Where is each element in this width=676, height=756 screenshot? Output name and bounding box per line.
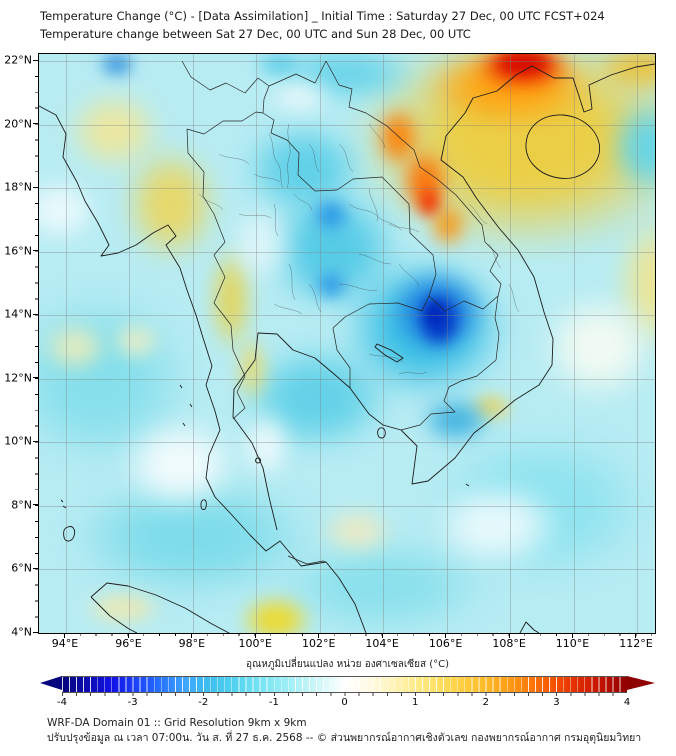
colorbar-tick-label: 3 bbox=[553, 697, 560, 708]
latitude-tick-label: 14°N bbox=[4, 307, 32, 321]
longitude-tick-label: 100°E bbox=[238, 637, 272, 650]
latitude-tick-label: 16°N bbox=[4, 244, 32, 258]
longitude-tick-label: 102°E bbox=[301, 637, 336, 650]
latitude-tick-label: 20°N bbox=[4, 117, 32, 131]
colorbar-tick-label: 4 bbox=[623, 697, 631, 708]
latitude-axis-labels: 22°N 20°N 18°N 16°N 14°N 12°N 10°N 8°N 6°N 4°N bbox=[0, 53, 34, 639]
latitude-tick-label: 8°N bbox=[11, 498, 32, 512]
longitude-tick-label: 96°E bbox=[115, 637, 142, 650]
colorbar-tick-label: -2 bbox=[198, 697, 209, 708]
latitude-tick-label: 6°N bbox=[11, 561, 32, 575]
colorbar bbox=[40, 676, 655, 693]
latitude-tick-label: 12°N bbox=[4, 371, 32, 385]
latitude-minor-ticks bbox=[35, 53, 38, 632]
longitude-tick-label: 106°E bbox=[428, 637, 463, 650]
colorbar-title: อุณหภูมิเปลี่ยนแปลง หน่วย องศาเซลเซียส (… bbox=[245, 659, 450, 670]
colorbar-tick-label: -3 bbox=[127, 697, 138, 708]
longitude-tick-label: 110°E bbox=[555, 637, 590, 650]
colorbar-gradient bbox=[62, 676, 627, 693]
longitude-minor-ticks bbox=[38, 633, 654, 636]
longitude-tick-label: 112°E bbox=[619, 637, 653, 650]
colorbar-tick-label: 2 bbox=[482, 697, 489, 708]
colorbar-minor-ticks bbox=[62, 691, 627, 696]
longitude-tick-label: 98°E bbox=[178, 637, 206, 650]
map-title: Temperature Change (°C) - [Data Assimila… bbox=[40, 9, 605, 23]
footer-block: WRF-DA Domain 01 :: Grid Resolution 9km … bbox=[47, 716, 641, 745]
colorbar-tick-label: -4 bbox=[57, 697, 67, 708]
colorbar-tick-labels: -4 -3 -2 -1 0 1 2 3 4 bbox=[57, 697, 631, 709]
longitude-tick-label: 108°E bbox=[492, 637, 526, 650]
longitude-axis-labels: 94°E 96°E 98°E 100°E 102°E 104°E 106°E 108°E 110… bbox=[38, 637, 654, 651]
map-plot bbox=[38, 53, 656, 634]
map-subtitle: Temperature change between Sat 27 Dec, 0… bbox=[40, 27, 471, 41]
colorbar-tick-label: 0 bbox=[341, 697, 348, 708]
province-borders bbox=[198, 123, 520, 375]
longitude-tick-label: 104°E bbox=[365, 637, 399, 650]
longitude-tick-label: 94°E bbox=[51, 637, 79, 650]
colorbar-right-arrow bbox=[627, 676, 655, 690]
map-borders bbox=[39, 60, 655, 633]
latitude-tick-label: 10°N bbox=[4, 434, 32, 448]
latitude-tick-label: 18°N bbox=[4, 180, 32, 194]
colorbar-left-arrow bbox=[40, 676, 62, 690]
colorbar-tick-label: -1 bbox=[268, 697, 279, 708]
title-block: Temperature Change (°C) - [Data Assimila… bbox=[40, 7, 605, 43]
colorbar-tick-label: 1 bbox=[411, 697, 419, 708]
latitude-tick-label: 22°N bbox=[4, 53, 32, 67]
country-borders bbox=[181, 60, 502, 565]
footer-domain-info: WRF-DA Domain 01 :: Grid Resolution 9km … bbox=[47, 717, 307, 729]
footer-update-info: ปรับปรุงข้อมูล ณ เวลา 07:00น. วัน ส. ที่… bbox=[47, 731, 642, 744]
coastlines bbox=[39, 63, 655, 633]
latitude-tick-label: 4°N bbox=[11, 625, 32, 639]
